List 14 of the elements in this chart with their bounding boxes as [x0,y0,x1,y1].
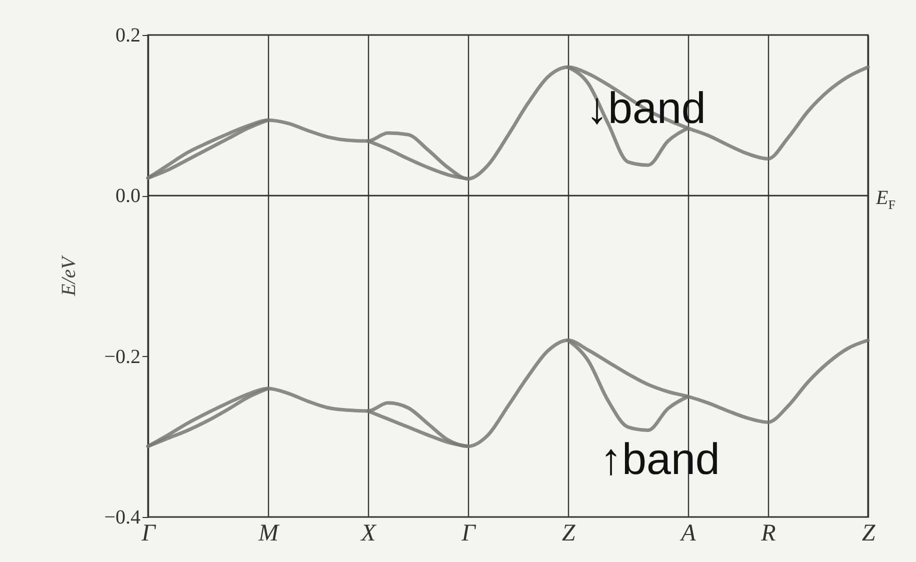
ref-line-label: E$_{F}$ [876,186,896,212]
x-tick-label: Γ [460,520,477,546]
x-tick-label: Z [562,520,576,546]
x-tick-label: X [360,520,378,546]
x-tick-label: Γ [140,520,157,546]
x-tick-label: M [258,520,280,546]
y-tick-label: −0.2 [104,346,140,368]
y-tick-label: 0.2 [116,24,140,46]
y-tick-label: 0.0 [116,185,140,208]
x-tick-label: Z [862,520,876,546]
x-tick-label: A [679,520,696,546]
x-tick-label: R [760,520,776,546]
y-tick-label: −0.4 [104,506,140,528]
y-axis-title: E/eV [58,254,80,297]
